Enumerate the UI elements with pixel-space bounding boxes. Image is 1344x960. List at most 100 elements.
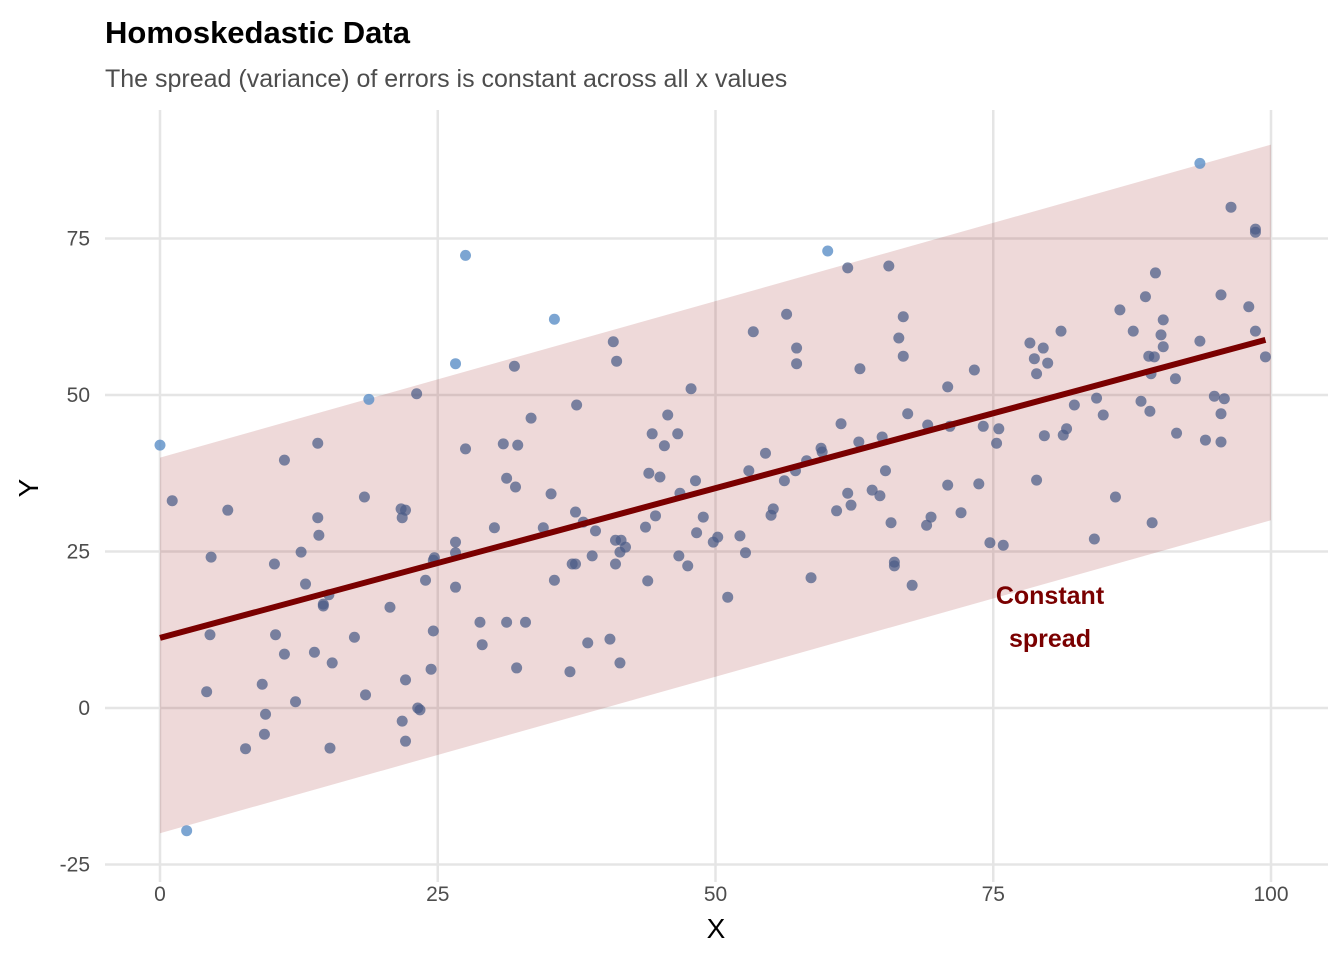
data-point — [690, 475, 702, 487]
y-tick-label: 75 — [67, 228, 90, 251]
data-point — [348, 631, 360, 643]
x-tick-label: 50 — [704, 883, 727, 906]
data-point — [778, 475, 790, 487]
data-point — [955, 507, 967, 519]
data-point — [1088, 533, 1100, 545]
x-tick-label: 75 — [982, 883, 1005, 906]
data-point — [888, 560, 900, 572]
data-point — [1194, 335, 1206, 347]
outlier-point — [450, 358, 462, 370]
data-point — [205, 551, 217, 563]
data-point — [685, 383, 697, 395]
data-point — [854, 363, 866, 375]
data-point — [450, 581, 462, 593]
data-point — [654, 471, 666, 483]
data-point — [411, 388, 423, 400]
data-point — [885, 517, 897, 529]
data-point — [1259, 351, 1271, 363]
data-point — [997, 539, 1009, 551]
x-tick-label: 100 — [1253, 883, 1288, 906]
data-point — [1208, 390, 1220, 402]
data-point — [512, 439, 524, 451]
data-point — [1038, 430, 1050, 442]
data-point — [640, 521, 652, 533]
x-tick-label: 25 — [426, 883, 449, 906]
data-point — [973, 478, 985, 490]
data-point — [260, 708, 272, 720]
data-point — [642, 575, 654, 587]
y-tick-label: 25 — [67, 541, 90, 564]
regression-line — [159, 337, 1267, 641]
data-point — [520, 616, 532, 628]
data-point — [1031, 368, 1043, 380]
data-point — [312, 512, 324, 524]
data-point — [1225, 201, 1237, 213]
data-point — [1024, 337, 1036, 349]
axis-ticks: 0 25 50 75 100 -25 0 25 50 75 — [60, 228, 1289, 907]
data-point — [853, 436, 865, 448]
data-point — [672, 428, 684, 440]
data-point — [166, 495, 178, 507]
y-tick-label: 0 — [78, 697, 90, 720]
data-point — [425, 663, 437, 675]
data-point — [548, 574, 560, 586]
outlier-point — [460, 249, 472, 261]
data-point — [201, 686, 213, 698]
data-point — [646, 428, 658, 440]
data-point — [1114, 304, 1126, 316]
data-point — [268, 558, 280, 570]
data-point — [278, 648, 290, 660]
data-point — [474, 616, 486, 628]
data-point — [240, 743, 252, 755]
annotation-line-2: spread — [1009, 625, 1091, 653]
data-point — [781, 308, 793, 320]
data-point — [925, 511, 937, 523]
data-point — [570, 506, 582, 518]
data-point — [1218, 393, 1230, 405]
data-point — [400, 674, 412, 686]
data-points — [154, 157, 1271, 837]
outlier-point — [363, 393, 375, 405]
data-point — [791, 342, 803, 354]
data-point — [570, 558, 582, 570]
data-point — [1037, 342, 1049, 354]
data-point — [643, 467, 655, 479]
data-point — [747, 326, 759, 338]
data-point — [604, 633, 616, 645]
data-point — [1157, 314, 1169, 326]
data-point — [897, 311, 909, 323]
outlier-point — [1194, 157, 1206, 169]
data-point — [620, 541, 632, 553]
data-point — [673, 550, 685, 562]
data-point — [902, 408, 914, 420]
data-point — [501, 616, 513, 628]
data-point — [739, 547, 751, 559]
data-point — [1148, 351, 1160, 363]
data-point — [831, 505, 843, 517]
data-point — [537, 522, 549, 534]
data-point — [1042, 357, 1054, 369]
data-point — [697, 511, 709, 523]
data-point — [722, 591, 734, 603]
data-point — [1149, 267, 1161, 279]
data-point — [204, 629, 216, 641]
data-point — [805, 572, 817, 584]
data-point — [290, 696, 302, 708]
data-point — [1139, 291, 1151, 303]
data-point — [1215, 408, 1227, 420]
data-point — [712, 531, 724, 543]
data-point — [1097, 409, 1109, 421]
data-point — [658, 440, 670, 452]
data-point — [258, 728, 270, 740]
data-point — [1243, 301, 1255, 313]
data-point — [1091, 392, 1103, 404]
outlier-point — [548, 313, 560, 325]
data-point — [360, 689, 372, 701]
data-point — [845, 499, 857, 511]
data-point — [488, 522, 500, 534]
data-point — [1031, 474, 1043, 486]
fit-line — [159, 337, 1267, 641]
data-point — [295, 546, 307, 558]
data-point — [993, 423, 1005, 435]
data-point — [759, 447, 771, 459]
